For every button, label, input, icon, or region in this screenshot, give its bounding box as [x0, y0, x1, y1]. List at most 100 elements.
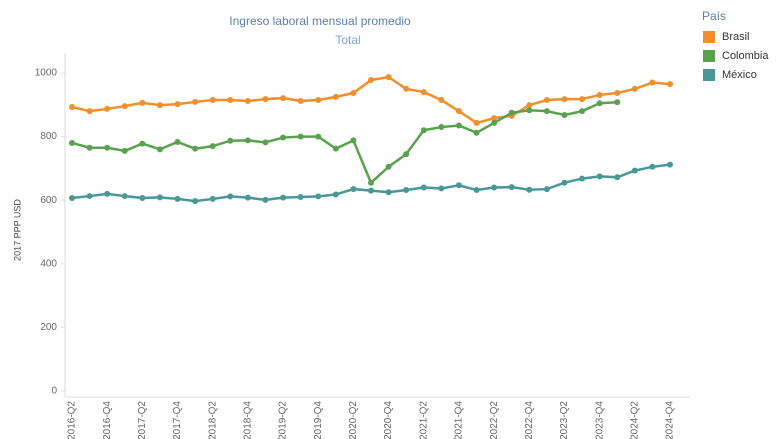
- data-point: [192, 98, 199, 105]
- x-tick-label: 2021-Q4: [454, 401, 465, 439]
- data-point: [139, 140, 146, 147]
- data-point: [104, 144, 111, 151]
- data-point: [385, 189, 392, 196]
- data-point: [156, 194, 163, 201]
- data-point: [315, 133, 322, 140]
- data-point: [543, 97, 550, 104]
- data-point: [438, 185, 445, 192]
- x-tick-label: 2017-Q2: [137, 401, 148, 439]
- data-point: [368, 76, 374, 83]
- data-point: [596, 100, 603, 107]
- data-point: [350, 186, 357, 193]
- data-point: [315, 97, 322, 104]
- x-tick-label: 2022-Q4: [524, 401, 535, 439]
- data-point: [508, 109, 515, 116]
- data-point: [403, 151, 410, 158]
- data-point: [596, 173, 603, 180]
- data-point: [350, 137, 357, 144]
- data-point: [297, 194, 304, 201]
- data-point: [526, 186, 533, 193]
- data-point: [262, 96, 269, 103]
- data-point: [561, 96, 568, 103]
- data-point: [139, 194, 146, 201]
- legend-title: País: [702, 9, 726, 23]
- data-point: [156, 102, 163, 109]
- data-point: [297, 133, 304, 140]
- data-point: [121, 193, 128, 200]
- y-tick-label: 1000: [35, 68, 58, 79]
- data-point: [262, 196, 269, 203]
- data-point: [543, 186, 550, 193]
- y-tick-label: 0: [51, 386, 57, 397]
- data-point: [561, 179, 568, 186]
- data-point: [104, 190, 111, 197]
- data-point: [174, 195, 181, 202]
- series-line: [71, 101, 618, 185]
- data-point: [244, 194, 251, 201]
- data-point: [403, 85, 410, 92]
- legend-swatch: [703, 31, 715, 43]
- x-tick-label: 2024-Q4: [665, 401, 676, 439]
- x-tick-label: 2016-Q2: [67, 401, 78, 439]
- data-point: [86, 193, 93, 200]
- data-point: [473, 129, 480, 136]
- data-point: [455, 182, 462, 189]
- data-point: [438, 97, 445, 104]
- data-point: [69, 139, 75, 146]
- data-point: [543, 108, 550, 115]
- data-point: [139, 99, 146, 106]
- legend-label: México: [722, 69, 757, 81]
- data-point: [262, 139, 269, 146]
- data-point: [491, 184, 498, 191]
- y-axis-label: 2017 PPP USD: [12, 199, 22, 261]
- data-point: [332, 191, 339, 198]
- y-tick-label: 200: [40, 322, 57, 333]
- legend-label: Colombia: [722, 50, 769, 62]
- data-point: [209, 97, 216, 104]
- data-point: [280, 134, 287, 141]
- y-tick-label: 800: [40, 131, 57, 142]
- data-point: [209, 195, 216, 202]
- data-point: [579, 96, 586, 103]
- data-point: [526, 107, 533, 114]
- data-point: [244, 97, 251, 104]
- data-point: [473, 187, 480, 194]
- data-point: [526, 102, 533, 109]
- x-tick-label: 2020-Q4: [383, 401, 394, 439]
- data-point: [579, 175, 586, 182]
- data-point: [667, 161, 673, 168]
- x-tick-label: 2019-Q2: [278, 401, 289, 439]
- data-point: [649, 79, 656, 86]
- x-tick-label: 2024-Q2: [629, 401, 640, 439]
- data-point: [420, 184, 427, 191]
- x-tick-label: 2017-Q4: [172, 401, 183, 439]
- data-point: [350, 90, 357, 97]
- data-point: [227, 97, 234, 104]
- data-point: [667, 81, 673, 88]
- x-tick-label: 2023-Q2: [559, 401, 570, 439]
- data-point: [86, 144, 93, 151]
- data-point: [508, 184, 515, 191]
- data-point: [385, 163, 392, 170]
- data-point: [332, 93, 339, 100]
- legend-swatch: [703, 50, 715, 62]
- data-point: [438, 124, 445, 131]
- data-point: [491, 115, 498, 122]
- data-point: [561, 111, 568, 118]
- x-tick-label: 2019-Q4: [313, 401, 324, 439]
- x-tick-label: 2021-Q2: [418, 401, 429, 439]
- data-point: [649, 163, 656, 170]
- data-point: [209, 143, 216, 150]
- data-point: [121, 147, 128, 154]
- data-point: [69, 194, 75, 201]
- x-tick-label: 2020-Q2: [348, 401, 359, 439]
- y-tick-label: 400: [40, 258, 57, 269]
- data-point: [631, 85, 638, 92]
- data-point: [121, 103, 128, 110]
- x-tick-label: 2018-Q4: [243, 401, 254, 439]
- data-point: [174, 139, 181, 146]
- data-point: [385, 74, 392, 81]
- x-tick-label: 2022-Q2: [489, 401, 500, 439]
